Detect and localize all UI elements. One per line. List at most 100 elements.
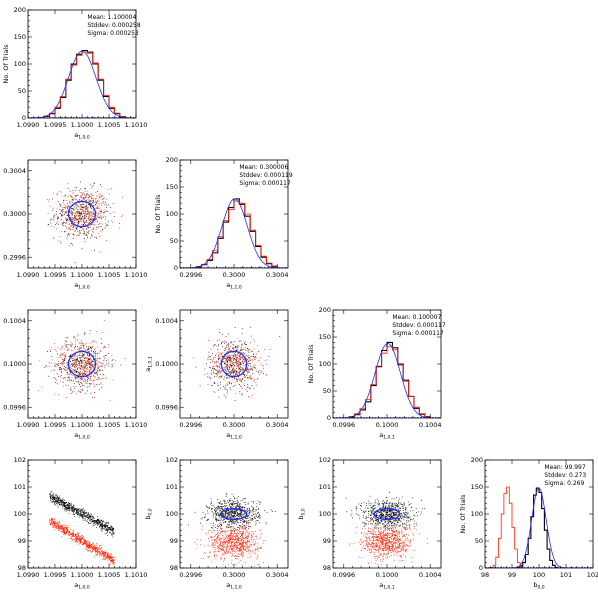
- histogram-series-black: [348, 341, 431, 418]
- scatter-point: [220, 503, 222, 505]
- scatter-point: [87, 237, 88, 239]
- scatter-point: [78, 206, 80, 208]
- scatter-point: [242, 379, 243, 381]
- scatter-point: [90, 392, 92, 394]
- scatter-point: [83, 230, 85, 232]
- scatter-point: [249, 359, 251, 361]
- scatter-point: [60, 503, 62, 505]
- scatter-point: [68, 530, 70, 532]
- x-axis-label: a1,0,0: [74, 581, 90, 591]
- scatter-point: [207, 357, 209, 359]
- scatter-point: [92, 379, 94, 381]
- scatter-point: [60, 241, 62, 243]
- scatter-point: [206, 363, 207, 365]
- scatter-point: [238, 376, 239, 378]
- scatter-point: [247, 356, 249, 357]
- scatter-point: [225, 374, 227, 376]
- scatter-point: [79, 513, 81, 515]
- scatter-point: [231, 365, 233, 366]
- scatter-point: [233, 371, 235, 373]
- scatter-point: [102, 523, 103, 525]
- scatter-point: [224, 376, 226, 378]
- scatter-point: [257, 517, 258, 518]
- scatter-point: [242, 356, 243, 358]
- scatter-point: [233, 354, 234, 356]
- scatter-point: [61, 536, 63, 538]
- y-tick-label: 0.2996: [3, 253, 26, 261]
- scatter-point: [232, 513, 234, 515]
- scatter-point: [79, 357, 81, 358]
- scatter-point: [90, 552, 92, 553]
- scatter-point: [96, 199, 98, 201]
- scatter-point: [106, 528, 107, 530]
- scatter-point: [227, 356, 229, 358]
- scatter-point: [80, 214, 82, 216]
- scatter-point: [222, 341, 224, 342]
- scatter-point: [106, 360, 107, 362]
- scatter-point: [72, 365, 73, 367]
- scatter-point: [87, 349, 89, 350]
- scatter-point: [220, 518, 222, 520]
- scatter-point: [83, 218, 85, 219]
- panel-scatter_b00_a11: 0.2996 0.3000 0.30049899100101102a1,1,0b0,…: [144, 456, 289, 590]
- scatter-point: [96, 551, 98, 553]
- scatter-point: [243, 369, 244, 371]
- scatter-point: [214, 513, 216, 515]
- scatter-point: [217, 512, 219, 514]
- scatter-point: [84, 543, 85, 545]
- scatter-point: [194, 511, 196, 513]
- scatter-point: [93, 231, 94, 233]
- scatter-point: [82, 517, 83, 519]
- scatter-point: [89, 206, 91, 208]
- scatter-point: [57, 496, 59, 498]
- scatter-point: [77, 512, 78, 513]
- scatter-point: [68, 509, 70, 511]
- scatter-point: [79, 366, 81, 368]
- scatter-point: [227, 354, 229, 356]
- scatter-point: [269, 348, 271, 350]
- scatter-point: [79, 537, 81, 539]
- scatter-point: [56, 223, 57, 225]
- scatter-point: [227, 357, 228, 358]
- scatter-point: [227, 384, 229, 386]
- scatter-point: [56, 497, 57, 499]
- scatter-point: [53, 377, 55, 378]
- scatter-point: [63, 528, 65, 530]
- scatter-point: [259, 515, 261, 517]
- scatter-point: [71, 242, 73, 244]
- scatter-point: [76, 195, 77, 196]
- scatter-point: [74, 348, 75, 350]
- scatter-point: [80, 510, 81, 511]
- scatter-point: [242, 393, 244, 395]
- scatter-point: [244, 385, 245, 387]
- scatter-point: [244, 380, 246, 382]
- scatter-point: [74, 361, 76, 363]
- scatter-point: [83, 207, 85, 209]
- scatter-point: [74, 509, 76, 510]
- scatter-point: [62, 385, 64, 387]
- x-tick-label: 1.0995: [44, 421, 67, 429]
- scatter-point: [239, 503, 241, 505]
- scatter-point: [249, 375, 251, 377]
- scatter-point: [63, 501, 65, 503]
- scatter-point: [97, 378, 99, 380]
- scatter-point: [231, 515, 233, 517]
- scatter-point: [249, 519, 251, 521]
- scatter-point: [91, 219, 93, 221]
- scatter-point: [233, 522, 235, 524]
- scatter-point: [58, 528, 59, 529]
- scatter-point: [94, 363, 95, 365]
- scatter-point: [215, 520, 217, 522]
- scatter-point: [72, 343, 73, 345]
- scatter-point: [75, 541, 77, 543]
- scatter-point: [58, 375, 59, 377]
- scatter-point: [76, 534, 77, 536]
- scatter-point: [80, 204, 82, 206]
- scatter-point: [78, 378, 80, 380]
- scatter-point: [82, 202, 84, 204]
- scatter-point: [83, 542, 85, 544]
- scatter-point: [69, 373, 71, 375]
- scatter-point: [82, 510, 84, 512]
- scatter-point: [110, 560, 112, 562]
- scatter-point: [82, 371, 84, 373]
